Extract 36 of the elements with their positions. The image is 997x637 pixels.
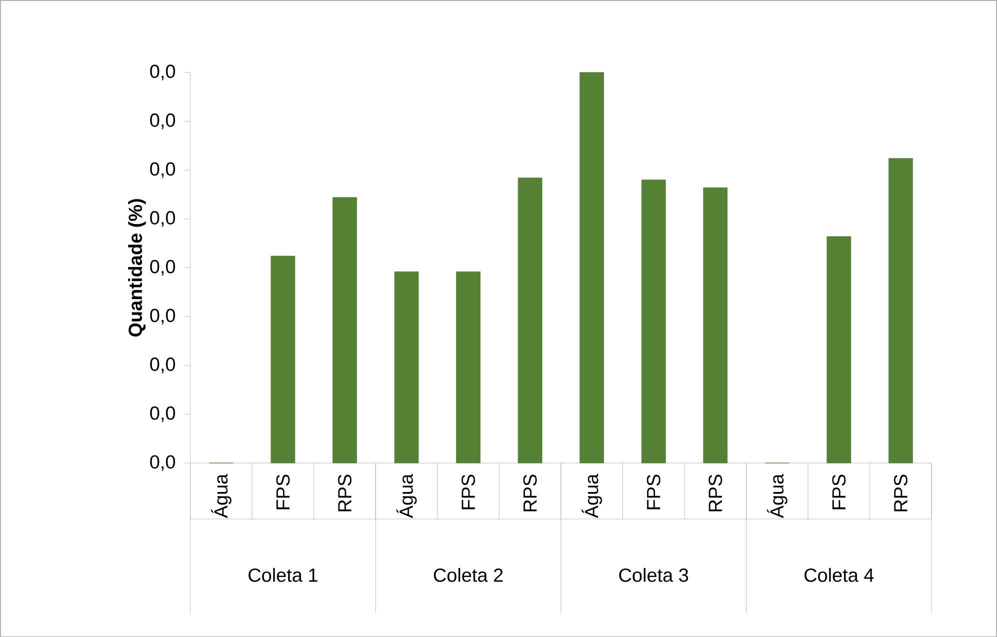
- bar: [456, 271, 480, 464]
- bar: [332, 197, 357, 464]
- text: 0,0: [150, 357, 176, 374]
- x-tick-label: FPS: [832, 474, 846, 510]
- bar: [394, 271, 419, 464]
- bar: [703, 187, 728, 464]
- x-tick-label: Água: [766, 474, 788, 518]
- text: 0,0: [150, 64, 176, 80]
- text: 0,0: [150, 308, 176, 324]
- text: 0,0: [150, 162, 176, 178]
- bar: [580, 72, 604, 464]
- text: 0,0: [150, 406, 176, 422]
- bar: [826, 236, 852, 464]
- bar: [888, 158, 913, 464]
- text: Coleta 3: [619, 568, 688, 582]
- bar: [641, 179, 666, 464]
- text: 0,0: [150, 455, 176, 471]
- bar: [270, 256, 296, 464]
- x-tick-label: RPS: [894, 474, 908, 512]
- y-axis-title: Quantidade (%): [128, 198, 146, 336]
- x-tick-label: RPS: [338, 474, 352, 512]
- text: Coleta 2: [434, 568, 503, 582]
- text: 0,0: [150, 260, 176, 276]
- text: Coleta 4: [804, 568, 874, 582]
- x-tick-label: Água: [396, 474, 417, 518]
- x-tick-label: FPS: [646, 474, 660, 510]
- text: Coleta 1: [248, 568, 318, 582]
- x-tick-label: Água: [582, 474, 602, 518]
- x-tick-label: FPS: [276, 474, 290, 510]
- x-tick-label: RPS: [708, 474, 722, 512]
- text: 0,0: [150, 113, 176, 129]
- x-tick-label: FPS: [462, 474, 476, 510]
- x-tick-label: Água: [211, 474, 232, 518]
- bar: [518, 178, 542, 464]
- x-tick-label: RPS: [523, 474, 537, 512]
- text: 0,0: [150, 210, 176, 227]
